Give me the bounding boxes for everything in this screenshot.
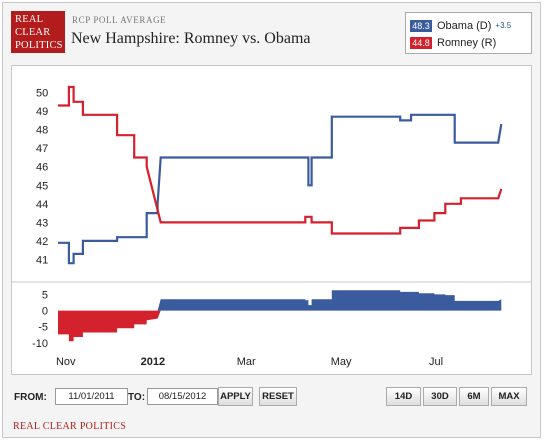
rcp-logo: REAL CLEAR POLITICS [11,11,65,53]
y-tick-label: 42 [36,236,48,248]
from-date-input[interactable]: 11/01/2011 [55,388,128,405]
widget-header: REAL CLEAR POLITICS RCP POLL AVERAGE New… [3,3,540,63]
y-tick-label: 43 [36,217,48,229]
legend-item-obama: 48.3 Obama (D) +3.5 [410,18,511,33]
series-line-obama [58,113,503,265]
footer-rcp-link[interactable]: REAL CLEAR POLITICS [13,421,127,432]
chart-supertitle: RCP POLL AVERAGE [72,15,167,25]
reset-button[interactable]: RESET [259,387,297,406]
y-tick-label: 45 [36,180,48,192]
series-line-romney [58,85,503,235]
spread-tick-label: -10 [32,338,48,350]
chart-title: New Hampshire: Romney vs. Obama [71,30,311,47]
legend-box: 48.3 Obama (D) +3.5 44.8 Romney (R) [405,12,532,54]
spread-tick-label: -5 [38,322,48,334]
x-tick-label: 2012 [141,356,165,368]
range-max-button[interactable]: MAX [491,387,527,406]
legend-romney-value: 44.8 [410,36,432,49]
legend-obama-value: 48.3 [410,19,432,32]
spread-area-obama [58,290,502,311]
legend-obama-spread: +3.5 [495,21,512,30]
y-tick-label: 44 [36,199,48,211]
y-tick-label: 46 [36,162,48,174]
y-tick-label: 41 [36,254,48,266]
x-tick-label: Mar [237,356,256,368]
date-range-controls: FROM: 11/01/2011 TO: 08/15/2012 APPLY RE… [11,381,532,413]
spread-tick-label: 0 [42,306,48,318]
from-label: FROM: [14,392,47,403]
range-30d-button[interactable]: 30D [423,387,457,406]
x-tick-label: Nov [56,356,76,368]
legend-obama-label: Obama (D) [437,19,492,32]
x-tick-label: May [331,356,352,368]
y-tick-label: 49 [36,106,48,118]
range-14d-button[interactable]: 14D [386,387,421,406]
spread-area-romney [58,310,502,342]
chart-plot-area: 41 42 43 44 45 46 47 48 49 50 5 0 -5 -10 Nov 2012 Mar May… [11,65,532,375]
legend-item-romney: 44.8 Romney (R) [410,35,496,50]
spread-tick-label: 5 [42,289,48,301]
y-tick-label: 47 [36,143,48,155]
x-tick-label: Jul [429,356,443,368]
to-date-input[interactable]: 08/15/2012 [147,388,218,405]
y-tick-label: 48 [36,125,48,137]
legend-romney-label: Romney (R) [437,36,497,49]
range-6m-button[interactable]: 6M [459,387,489,406]
y-tick-label: 50 [36,88,48,100]
apply-button[interactable]: APPLY [218,387,253,406]
to-label: TO: [128,392,146,403]
